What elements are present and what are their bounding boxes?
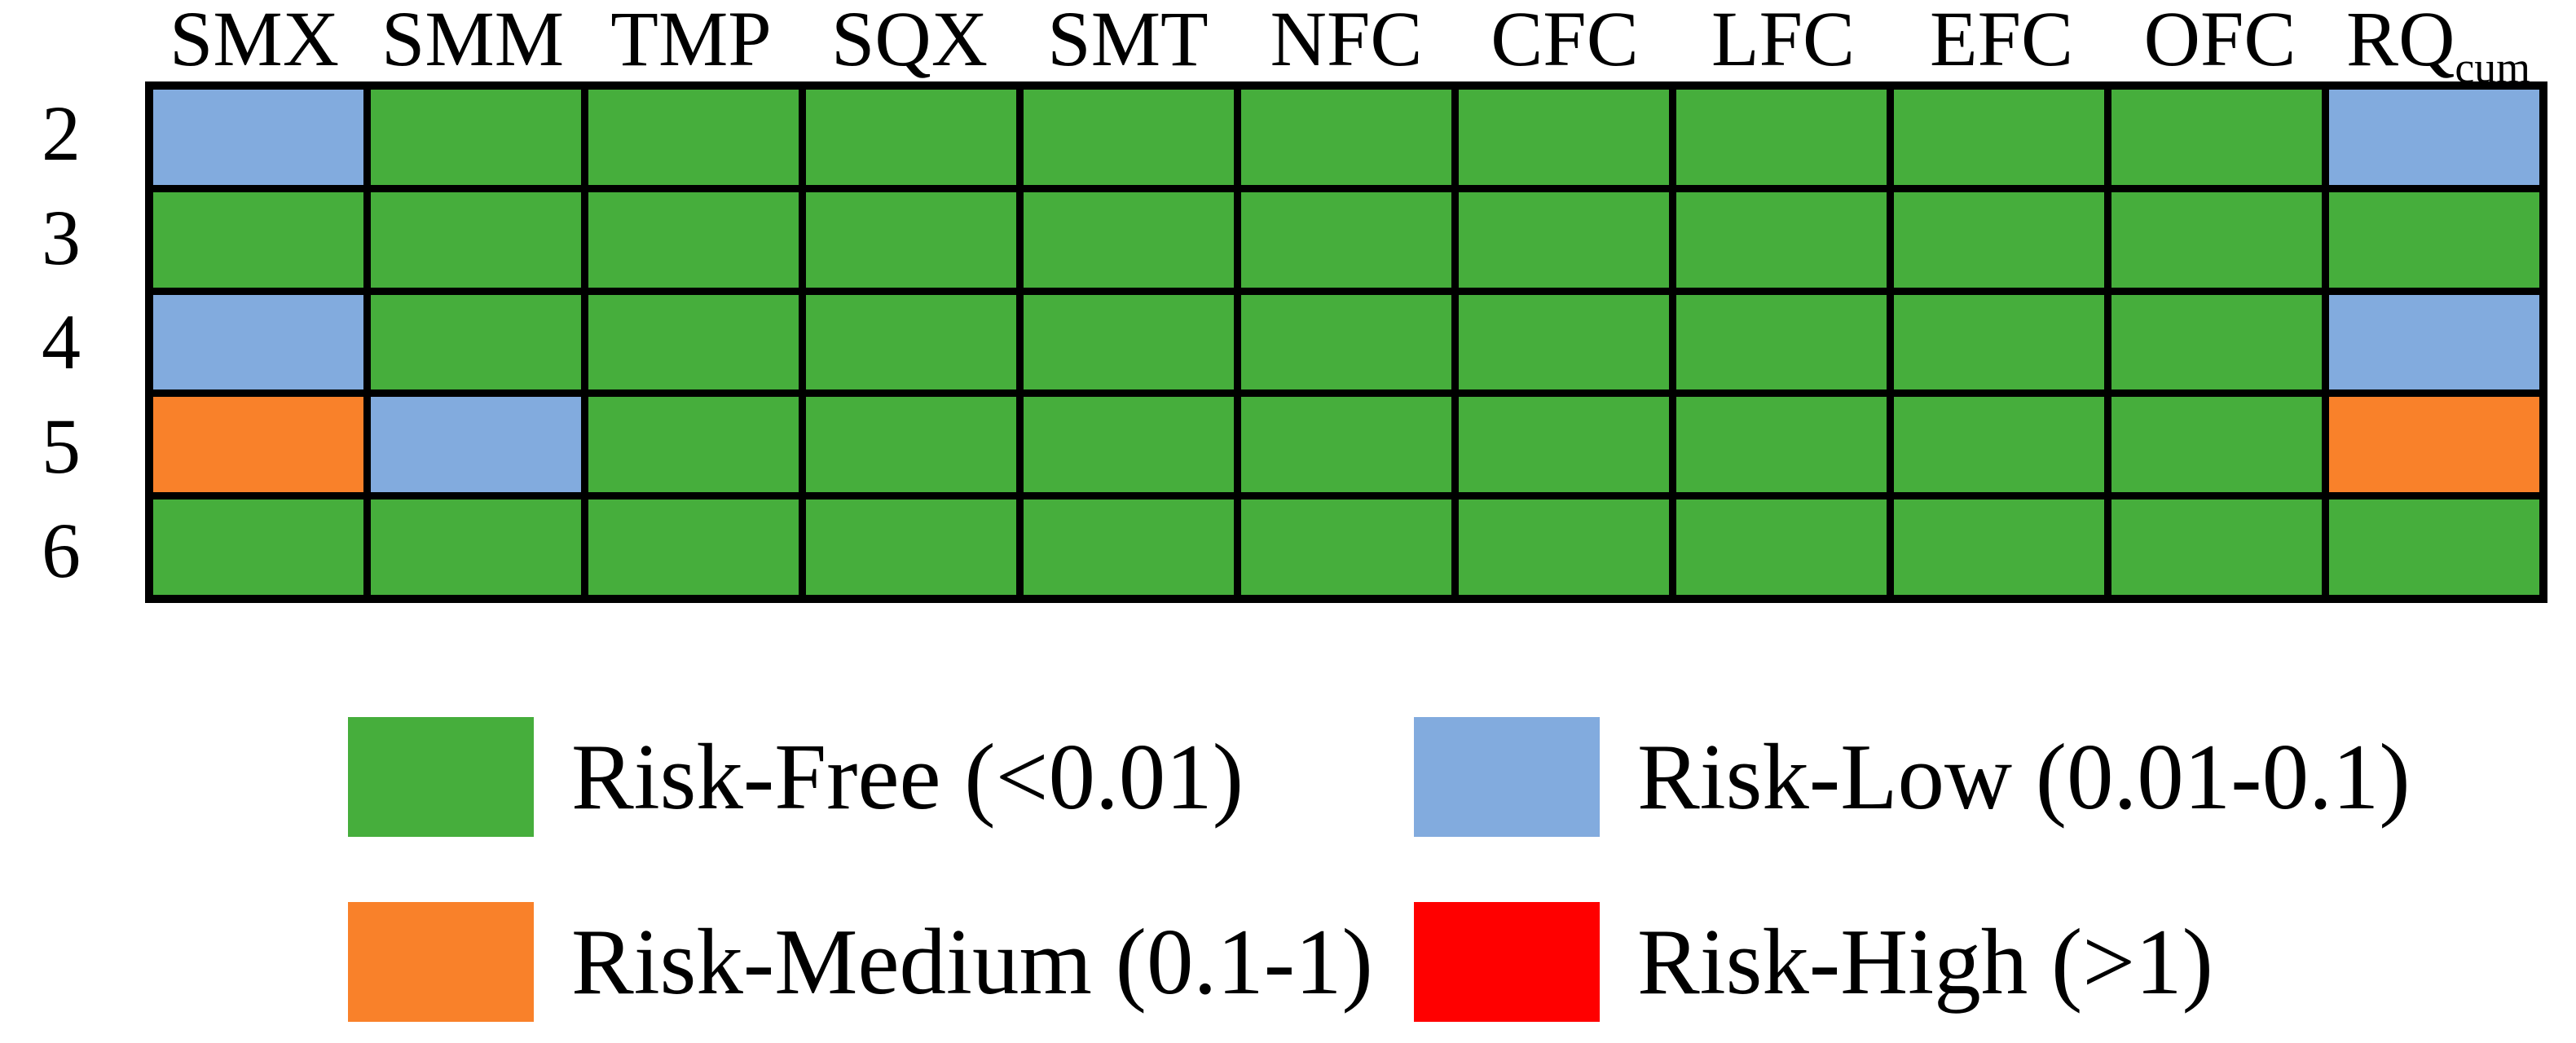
- heatmap-cell-row5-smt: [1024, 397, 1234, 493]
- column-header-smm: SMM: [381, 0, 565, 82]
- heatmap-cell-row2-efc: [1894, 90, 2104, 185]
- heatmap-cell-row3-sqx: [806, 191, 1016, 288]
- heatmap-cell-row5-ofc: [2111, 397, 2322, 493]
- legend-swatch-risk-free: [348, 717, 534, 837]
- heatmap-cell-row3-smt: [1024, 191, 1234, 288]
- heatmap-cell-row3-smx: [153, 191, 363, 288]
- legend-label-risk-medium: Risk-Medium (0.1-1): [571, 910, 1373, 1014]
- heatmap-cell-row5-smm: [371, 397, 581, 493]
- heatmap-cell-row5-rqcum: [2329, 397, 2539, 493]
- heatmap-cell-row2-smx: [153, 90, 363, 185]
- heatmap-cell-row4-smt: [1024, 294, 1234, 390]
- heatmap-cell-row6-smx: [153, 499, 363, 595]
- heatmap-cell-row6-lfc: [1676, 499, 1887, 595]
- heatmap-cell-row5-efc: [1894, 397, 2104, 493]
- heatmap-cell-row6-ofc: [2111, 499, 2322, 595]
- heatmap-cell-row6-smm: [371, 499, 581, 595]
- heatmap-cell-row3-lfc: [1676, 191, 1887, 288]
- legend-swatch-risk-high: [1414, 902, 1600, 1022]
- heatmap-cell-row3-efc: [1894, 191, 2104, 288]
- legend-label-risk-high: Risk-High (>1): [1637, 910, 2213, 1014]
- heatmap-cell-row6-nfc: [1241, 499, 1451, 595]
- heatmap-cell-row5-smx: [153, 397, 363, 493]
- column-header-sqx: SQX: [830, 0, 989, 82]
- row-label-5: 5: [42, 403, 81, 490]
- legend-item-risk-free: Risk-Free (<0.01): [348, 717, 1244, 837]
- legend-swatch-risk-low: [1414, 717, 1600, 837]
- heatmap-cell-row5-sqx: [806, 397, 1016, 493]
- heatmap-cell-row6-rqcum: [2329, 499, 2539, 595]
- heatmap-cell-row6-tmp: [588, 499, 799, 595]
- row-label-2: 2: [42, 90, 81, 177]
- heatmap-cell-row2-lfc: [1676, 90, 1887, 185]
- heatmap-cell-row2-tmp: [588, 90, 799, 185]
- heatmap-cell-row3-smm: [371, 191, 581, 288]
- heatmap-cell-row2-ofc: [2111, 90, 2322, 185]
- heatmap-cell-row3-cfc: [1459, 191, 1669, 288]
- legend-item-risk-high: Risk-High (>1): [1414, 902, 2213, 1022]
- heatmap-cell-row4-sqx: [806, 294, 1016, 390]
- heatmap-cell-row2-sqx: [806, 90, 1016, 185]
- heatmap-cell-row2-cfc: [1459, 90, 1669, 185]
- column-header-efc: EFC: [1929, 0, 2074, 82]
- row-label-4: 4: [42, 298, 81, 385]
- heatmap-cell-row3-tmp: [588, 191, 799, 288]
- row-label-6: 6: [42, 507, 81, 594]
- heatmap-cell-row4-smm: [371, 294, 581, 390]
- heatmap-cell-row3-nfc: [1241, 191, 1451, 288]
- heatmap-cell-row4-tmp: [588, 294, 799, 390]
- column-header-cfc: CFC: [1491, 0, 1639, 82]
- heatmap-cell-row4-cfc: [1459, 294, 1669, 390]
- heatmap-cell-row4-rqcum: [2329, 294, 2539, 390]
- column-header-lfc: LFC: [1711, 0, 1856, 82]
- column-header-ofc: OFC: [2143, 0, 2296, 82]
- heatmap-cell-row5-tmp: [588, 397, 799, 493]
- column-header-smt: SMT: [1047, 0, 1209, 82]
- heatmap-grid: [145, 81, 2547, 603]
- heatmap-cell-row5-cfc: [1459, 397, 1669, 493]
- row-labels: 2 3 4 5 6: [0, 81, 122, 603]
- column-header-tmp: TMP: [610, 0, 772, 82]
- heatmap-cell-row6-efc: [1894, 499, 2104, 595]
- heatmap-cell-row2-smm: [371, 90, 581, 185]
- heatmap-cell-row3-rqcum: [2329, 191, 2539, 288]
- heatmap-cell-row6-sqx: [806, 499, 1016, 595]
- heatmap-cell-row2-rqcum: [2329, 90, 2539, 185]
- legend-item-risk-medium: Risk-Medium (0.1-1): [348, 902, 1373, 1022]
- legend-swatch-risk-medium: [348, 902, 534, 1022]
- column-header-nfc: NFC: [1270, 0, 1423, 82]
- column-headers: SMX SMM TMP SQX SMT NFC CFC LFC EFC OFC RQ cum: [145, 0, 2547, 93]
- heatmap-cell-row4-nfc: [1241, 294, 1451, 390]
- heatmap-cell-row2-smt: [1024, 90, 1234, 185]
- heatmap-cell-row5-nfc: [1241, 397, 1451, 493]
- legend-item-risk-low: Risk-Low (0.01-0.1): [1414, 717, 2411, 837]
- row-label-3: 3: [42, 194, 81, 281]
- heatmap-cell-row4-lfc: [1676, 294, 1887, 390]
- heatmap-cell-row4-ofc: [2111, 294, 2322, 390]
- legend-label-risk-low: Risk-Low (0.01-0.1): [1637, 725, 2411, 829]
- heatmap-cell-row3-ofc: [2111, 191, 2322, 288]
- heatmap-cell-row4-smx: [153, 294, 363, 390]
- column-header-smx: SMX: [169, 0, 340, 82]
- heatmap-cell-row5-lfc: [1676, 397, 1887, 493]
- heatmap-cell-row6-smt: [1024, 499, 1234, 595]
- column-header-rqcum: RQ cum: [2346, 0, 2530, 93]
- heatmap-cell-row4-efc: [1894, 294, 2104, 390]
- heatmap-cell-row6-cfc: [1459, 499, 1669, 595]
- heatmap-cell-row2-nfc: [1241, 90, 1451, 185]
- legend-label-risk-free: Risk-Free (<0.01): [571, 725, 1244, 829]
